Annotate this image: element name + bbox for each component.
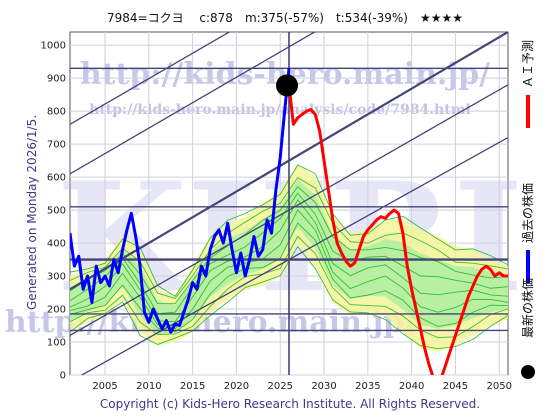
axes: 2005 2010 2015 2020 2025 2030 2035 2040 2045 2050…	[41, 41, 512, 392]
y-tick-label: 200	[47, 305, 66, 316]
x-tick-label: 2020	[224, 381, 249, 392]
chart-title: 7984=コクヨ c:878 m:375(-57%) t:534(-39%) ★…	[107, 11, 463, 25]
x-tick-label: 2050	[487, 381, 512, 392]
legend-label: ＡＩ予測	[521, 40, 535, 88]
history-line	[70, 68, 291, 334]
legend-marker-dot	[521, 365, 535, 379]
x-tick-label: 2035	[355, 381, 380, 392]
y-tick-label: 0	[60, 371, 66, 382]
x-tick-label: 2030	[311, 381, 336, 392]
y-tick-label: 100	[47, 338, 66, 349]
x-tick-label: 2045	[443, 381, 468, 392]
y-tick-label: 600	[47, 173, 66, 184]
y-tick-label: 300	[47, 272, 66, 283]
copyright-footer: Copyright (c) Kids-Hero Research Institu…	[100, 397, 480, 411]
markers	[276, 74, 298, 97]
y-tick-label: 800	[47, 107, 66, 118]
channel-line	[70, 32, 231, 125]
x-tick-label: 2040	[399, 381, 424, 392]
y-tick-label: 1000	[41, 41, 66, 52]
band-fill-inner	[70, 179, 508, 335]
x-tick-label: 2005	[92, 381, 117, 392]
y-tick-label: 700	[47, 140, 66, 151]
latest-price-dot	[276, 74, 298, 97]
legend-label: 過去の株価	[520, 183, 535, 243]
y-tick-label: 900	[47, 74, 66, 85]
series	[70, 68, 508, 375]
generated-date-label: Generated on Monday 2026/1/5.	[25, 115, 39, 310]
x-tick-label: 2015	[180, 381, 205, 392]
legend-label: 最新の株価	[520, 278, 535, 338]
y-tick-label: 400	[47, 239, 66, 250]
x-tick-label: 2025	[268, 381, 293, 392]
forecast-line	[287, 85, 508, 375]
x-tick-label: 2010	[136, 381, 161, 392]
y-tick-label: 500	[47, 206, 66, 217]
